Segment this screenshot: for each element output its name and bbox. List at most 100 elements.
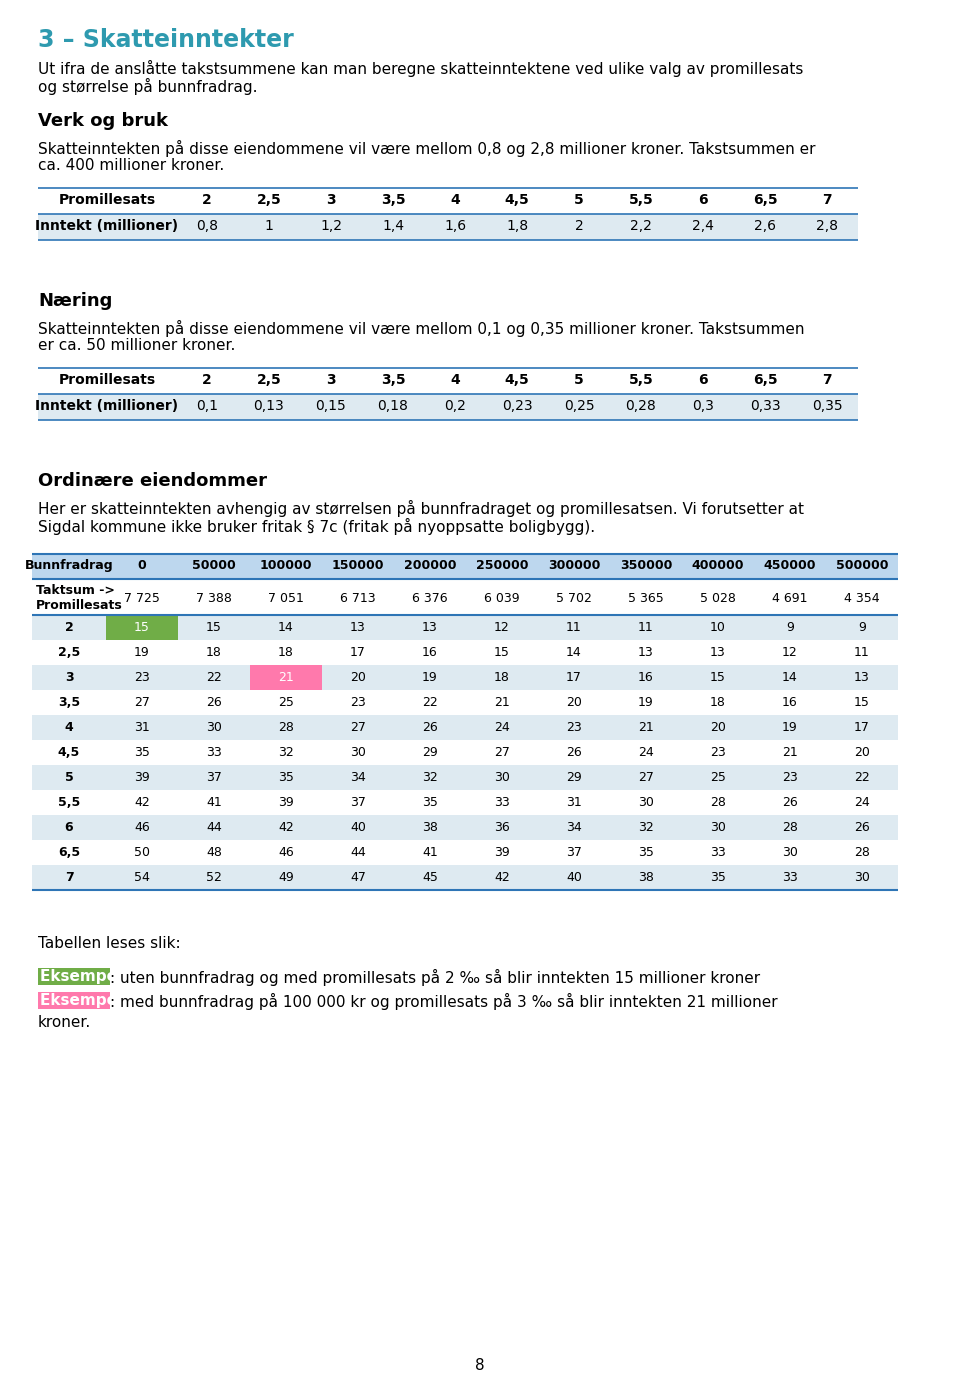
Text: 250000: 250000 (476, 559, 528, 571)
Text: 450000: 450000 (764, 559, 816, 571)
Text: 4,5: 4,5 (58, 747, 80, 759)
Text: Ut ifra de anslåtte takstsummene kan man beregne skatteinntektene ved ulike valg: Ut ifra de anslåtte takstsummene kan man… (38, 59, 804, 77)
Bar (32, 816, 898, 840)
Text: 28: 28 (278, 720, 294, 734)
Text: 19: 19 (134, 646, 150, 660)
Text: 39: 39 (134, 771, 150, 784)
Text: Skatteinntekten på disse eiendommene vil være mellom 0,8 og 2,8 millioner kroner: Skatteinntekten på disse eiendommene vil… (38, 139, 815, 157)
Text: 2,4: 2,4 (692, 219, 714, 233)
Text: 11: 11 (566, 621, 582, 633)
Bar (106, 615, 178, 640)
Text: 16: 16 (422, 646, 438, 660)
Text: Eksempel 2: Eksempel 2 (40, 994, 138, 1007)
Text: 20: 20 (566, 696, 582, 709)
Text: 26: 26 (566, 747, 582, 759)
Text: 5 702: 5 702 (556, 592, 592, 604)
Text: 300000: 300000 (548, 559, 600, 571)
Text: 30: 30 (710, 821, 726, 834)
Text: 1,8: 1,8 (506, 219, 528, 233)
Text: 15: 15 (134, 621, 150, 633)
Text: 0,28: 0,28 (626, 399, 657, 413)
Bar (32, 865, 898, 890)
Text: 27: 27 (350, 720, 366, 734)
Text: 2,5: 2,5 (256, 193, 281, 207)
Text: 17: 17 (566, 671, 582, 684)
Text: 40: 40 (566, 871, 582, 885)
Text: Ordinære eiendommer: Ordinære eiendommer (38, 472, 267, 490)
Text: 22: 22 (422, 696, 438, 709)
Text: 37: 37 (566, 846, 582, 858)
Text: 21: 21 (782, 747, 798, 759)
Text: Skatteinntekten på disse eiendommene vil være mellom 0,1 og 0,35 millioner krone: Skatteinntekten på disse eiendommene vil… (38, 320, 804, 337)
Text: 3,5: 3,5 (381, 193, 405, 207)
Text: 18: 18 (494, 671, 510, 684)
Text: 28: 28 (782, 821, 798, 834)
Text: Tabellen leses slik:: Tabellen leses slik: (38, 936, 180, 951)
Text: 14: 14 (782, 671, 798, 684)
Text: 7: 7 (822, 373, 831, 386)
Text: 27: 27 (494, 747, 510, 759)
Text: 5,5: 5,5 (629, 193, 654, 207)
Text: Inntekt (millioner): Inntekt (millioner) (36, 399, 179, 413)
Text: 40: 40 (350, 821, 366, 834)
Text: Næring: Næring (38, 293, 112, 310)
Text: 2: 2 (203, 193, 212, 207)
Text: 27: 27 (134, 696, 150, 709)
Text: 5: 5 (574, 193, 584, 207)
Text: 19: 19 (782, 720, 798, 734)
Bar (32, 553, 898, 580)
Text: 2,2: 2,2 (630, 219, 652, 233)
Text: Promillesats: Promillesats (59, 373, 156, 386)
Text: 12: 12 (494, 621, 510, 633)
Text: 26: 26 (206, 696, 222, 709)
Text: 6: 6 (64, 821, 73, 834)
Text: 32: 32 (638, 821, 654, 834)
Text: 45: 45 (422, 871, 438, 885)
Text: 20: 20 (854, 747, 870, 759)
Text: 37: 37 (206, 771, 222, 784)
Text: 9: 9 (786, 621, 794, 633)
Text: : med bunnfradrag på 100 000 kr og promillesats på 3 ‰ så blir inntekten 21 mill: : med bunnfradrag på 100 000 kr og promi… (110, 994, 778, 1010)
Text: 6 039: 6 039 (484, 592, 519, 604)
Text: 19: 19 (638, 696, 654, 709)
Bar (38, 214, 858, 240)
Text: 54: 54 (134, 871, 150, 885)
Bar (32, 840, 898, 865)
Text: 1,6: 1,6 (444, 219, 466, 233)
Text: 35: 35 (638, 846, 654, 858)
Text: 0,8: 0,8 (196, 219, 218, 233)
Text: 30: 30 (494, 771, 510, 784)
Text: 42: 42 (134, 796, 150, 809)
Text: 33: 33 (494, 796, 510, 809)
Text: 11: 11 (638, 621, 654, 633)
Text: 6: 6 (698, 193, 708, 207)
Text: 25: 25 (278, 696, 294, 709)
Text: 28: 28 (854, 846, 870, 858)
Text: 2,6: 2,6 (754, 219, 776, 233)
Text: 0,1: 0,1 (196, 399, 218, 413)
Text: 16: 16 (782, 696, 798, 709)
Text: 0,15: 0,15 (316, 399, 347, 413)
Text: 3 – Skatteinntekter: 3 – Skatteinntekter (38, 28, 294, 52)
Text: 15: 15 (206, 621, 222, 633)
Bar (32, 640, 898, 665)
Text: 400000: 400000 (692, 559, 744, 571)
Text: 39: 39 (494, 846, 510, 858)
Text: Her er skatteinntekten avhengig av størrelsen på bunnfradraget og promillesatsen: Her er skatteinntekten avhengig av størr… (38, 500, 804, 518)
Text: 33: 33 (710, 846, 726, 858)
Bar (32, 690, 898, 715)
Bar (32, 740, 898, 765)
Bar (32, 665, 898, 690)
Text: 23: 23 (350, 696, 366, 709)
Bar (250, 665, 322, 690)
Text: Eksempel 1: Eksempel 1 (40, 969, 138, 984)
Text: 7 388: 7 388 (196, 592, 232, 604)
Text: 19: 19 (422, 671, 438, 684)
Text: 2: 2 (64, 621, 73, 633)
Text: 11: 11 (854, 646, 870, 660)
Text: 24: 24 (494, 720, 510, 734)
Text: 38: 38 (638, 871, 654, 885)
Text: 3: 3 (64, 671, 73, 684)
Text: 26: 26 (782, 796, 798, 809)
Text: Taktsum ->: Taktsum -> (36, 584, 115, 598)
